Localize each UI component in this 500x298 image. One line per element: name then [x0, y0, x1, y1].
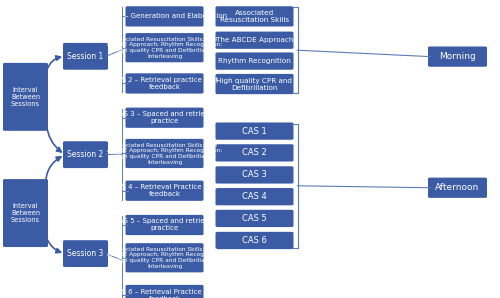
Text: Interval
Between
Sessions: Interval Between Sessions — [11, 203, 40, 223]
Text: Afternoon: Afternoon — [436, 183, 480, 192]
FancyBboxPatch shape — [63, 43, 108, 70]
Text: CAS 6 – Retrieval Practice and
feedback: CAS 6 – Retrieval Practice and feedback — [112, 288, 217, 298]
Text: Morning: Morning — [439, 52, 476, 61]
FancyBboxPatch shape — [126, 215, 204, 235]
Text: CAS 1: CAS 1 — [242, 127, 267, 136]
FancyBboxPatch shape — [126, 243, 204, 272]
FancyBboxPatch shape — [216, 122, 294, 140]
FancyBboxPatch shape — [216, 74, 294, 94]
FancyBboxPatch shape — [428, 178, 487, 198]
FancyArrowPatch shape — [46, 157, 61, 187]
Text: CAS 2 – Retrieval practice and
feedback: CAS 2 – Retrieval practice and feedback — [112, 77, 217, 90]
Text: CAS 2: CAS 2 — [242, 148, 267, 157]
FancyBboxPatch shape — [216, 32, 294, 49]
Text: Session 3: Session 3 — [68, 249, 104, 258]
Text: CAS 6: CAS 6 — [242, 236, 267, 245]
FancyBboxPatch shape — [126, 181, 204, 201]
FancyBboxPatch shape — [216, 144, 294, 162]
Text: The ABCDE Approach: The ABCDE Approach — [216, 37, 293, 43]
FancyBboxPatch shape — [63, 240, 108, 267]
FancyBboxPatch shape — [126, 139, 204, 168]
FancyBboxPatch shape — [3, 179, 48, 247]
FancyBboxPatch shape — [216, 210, 294, 227]
Text: CAS 5: CAS 5 — [242, 214, 267, 223]
Text: Associated Resuscitation Skills; The
ABCDE Approach; Rhythm Recognition;
High qu: Associated Resuscitation Skills; The ABC… — [107, 246, 222, 269]
Text: CAS 4: CAS 4 — [242, 192, 267, 201]
FancyBboxPatch shape — [3, 63, 48, 131]
FancyBboxPatch shape — [216, 188, 294, 205]
FancyBboxPatch shape — [126, 73, 204, 94]
Text: Associated Resuscitation Skills; The
ABCDE Approach; Rhythm Recognition;
High qu: Associated Resuscitation Skills; The ABC… — [107, 142, 222, 165]
Text: CAS 3 – Spaced and retrieval
practice: CAS 3 – Spaced and retrieval practice — [114, 111, 215, 124]
Text: CAS 3: CAS 3 — [242, 170, 267, 179]
FancyBboxPatch shape — [216, 166, 294, 184]
Text: CAS 5 – Spaced and retrieval
practice: CAS 5 – Spaced and retrieval practice — [114, 218, 215, 232]
Text: CAS 1 – Generation and Elaboration: CAS 1 – Generation and Elaboration — [102, 13, 227, 19]
FancyBboxPatch shape — [428, 46, 487, 67]
FancyBboxPatch shape — [126, 108, 204, 128]
FancyBboxPatch shape — [216, 52, 294, 70]
FancyBboxPatch shape — [126, 285, 204, 298]
FancyBboxPatch shape — [63, 141, 108, 168]
FancyBboxPatch shape — [216, 6, 294, 27]
Text: Interval
Between
Sessions: Interval Between Sessions — [11, 87, 40, 107]
Text: Rhythm Recognition: Rhythm Recognition — [218, 58, 291, 64]
FancyBboxPatch shape — [126, 6, 204, 27]
Text: Associated
Resuscitation Skills: Associated Resuscitation Skills — [220, 10, 289, 23]
Text: CAS 4 – Retrieval Practice and
feedback: CAS 4 – Retrieval Practice and feedback — [112, 184, 217, 197]
FancyArrowPatch shape — [47, 239, 60, 253]
Text: Session 2: Session 2 — [68, 150, 104, 159]
FancyArrowPatch shape — [47, 56, 60, 70]
Text: Session 1: Session 1 — [68, 52, 104, 61]
Text: Associated Resuscitation Skills; The
ABCDE Approach; Rhythm Recognition;
High qu: Associated Resuscitation Skills; The ABC… — [107, 36, 222, 59]
FancyBboxPatch shape — [216, 232, 294, 249]
FancyArrowPatch shape — [46, 123, 62, 152]
Text: High quality CPR and
Defibrillation: High quality CPR and Defibrillation — [216, 77, 292, 91]
FancyBboxPatch shape — [126, 33, 204, 62]
